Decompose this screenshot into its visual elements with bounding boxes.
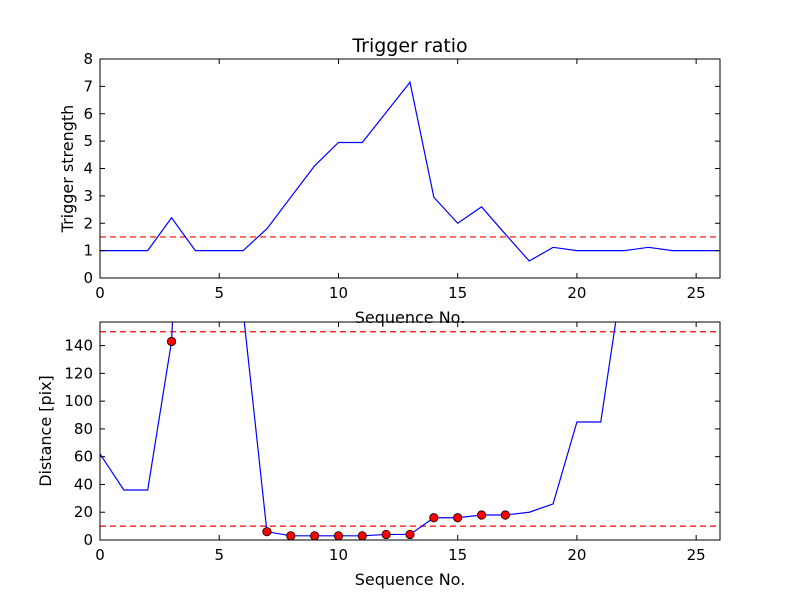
- data-point: [429, 513, 439, 523]
- x-tick-label: 25: [687, 284, 706, 302]
- y-tick-label: 4: [83, 160, 93, 178]
- y-axis-label: Trigger strength: [58, 105, 77, 234]
- data-point: [310, 531, 320, 541]
- x-tick-label: 25: [687, 546, 706, 564]
- data-point: [405, 529, 415, 540]
- y-tick-label: 6: [83, 105, 93, 123]
- distance-chart: 0 5 10 15 20 25 0 20 40 60 80 100 120 140 Sequence No…: [36, 321, 721, 589]
- y-tick-label: 2: [83, 214, 93, 232]
- x-tick-label: 10: [329, 546, 348, 564]
- y-tick-label: 3: [83, 187, 93, 205]
- y-tick-label: 20: [74, 503, 93, 521]
- y-tick-label: 0: [83, 531, 93, 549]
- y-tick-label: 40: [74, 475, 93, 493]
- data-point: [453, 513, 463, 523]
- x-tick-label: 0: [95, 546, 105, 564]
- data-point: [357, 531, 367, 541]
- series-line: [100, 80, 720, 262]
- y-tick-label: 5: [83, 132, 93, 150]
- y-axis-label: Distance [pix]: [36, 375, 55, 487]
- x-tick-label: 15: [448, 284, 467, 302]
- x-tick-label: 10: [329, 284, 348, 302]
- x-tick-label: 20: [567, 546, 586, 564]
- data-point: [333, 531, 344, 541]
- data-point: [286, 531, 296, 541]
- data-point: [166, 336, 177, 347]
- data-point: [381, 529, 391, 540]
- x-axis-label: Sequence No.: [355, 308, 466, 327]
- y-tick-label: 100: [64, 392, 93, 410]
- y-tick-label: 7: [83, 77, 93, 95]
- x-tick-label: 15: [448, 546, 467, 564]
- data-point: [262, 527, 272, 537]
- y-tick-label: 80: [74, 420, 93, 438]
- y-tick-label: 140: [64, 337, 93, 355]
- y-tick-label: 60: [74, 448, 93, 466]
- chart-title: Trigger ratio: [351, 35, 467, 57]
- data-point: [500, 510, 510, 520]
- y-tick-label: 0: [83, 269, 93, 287]
- data-point: [476, 510, 487, 520]
- trigger-ratio-chart: Trigger ratio 0 5 10 15 20 25 0 1 2 3 4 5 6 7 8 Sequen…: [58, 35, 721, 327]
- x-tick-label: 5: [214, 546, 224, 564]
- x-tick-label: 0: [95, 284, 105, 302]
- y-tick-label: 8: [83, 50, 93, 68]
- x-tick-label: 20: [567, 284, 586, 302]
- x-axis-label: Sequence No.: [355, 570, 466, 589]
- y-tick-label: 120: [64, 364, 93, 382]
- y-tick-label: 1: [83, 242, 93, 260]
- plot-frame: [99, 321, 721, 541]
- x-tick-label: 5: [214, 284, 224, 302]
